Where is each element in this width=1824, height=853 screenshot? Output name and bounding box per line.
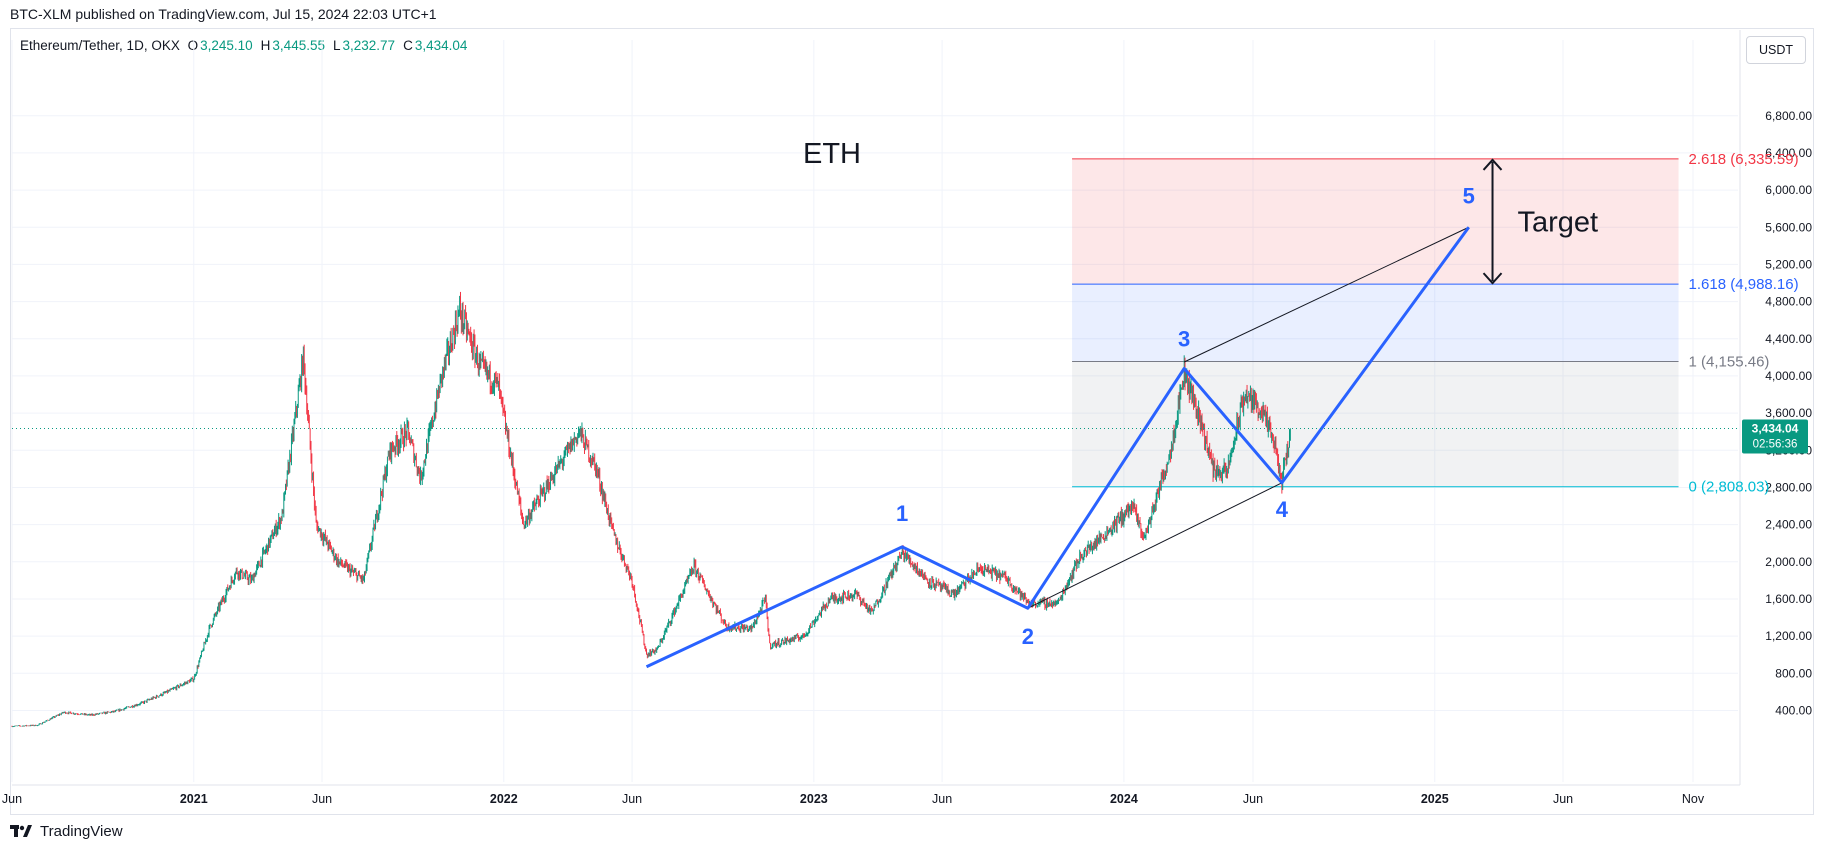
target-arrow-up-head: [1482, 158, 1503, 171]
price-tick-label: 4,000.00: [1765, 369, 1812, 383]
close-label: C: [403, 38, 413, 53]
price-tick-label: 3,600.00: [1765, 406, 1812, 420]
price-tick-label: 1,600.00: [1765, 592, 1812, 606]
low-value: 3,232.77: [342, 38, 396, 53]
currency-button[interactable]: USDT: [1746, 36, 1806, 64]
target-label: Target: [1518, 207, 1599, 239]
fib-level-label: 1 (4,155.46): [1689, 353, 1770, 370]
footer-brand[interactable]: TradingView: [10, 823, 123, 840]
high-value: 3,445.55: [272, 38, 325, 53]
price-tick-label: 6,000.00: [1765, 183, 1812, 197]
last-price-badge: [1742, 419, 1808, 454]
elliott-wave-line: [645, 226, 1470, 669]
time-tick-label: Jun: [2, 792, 22, 806]
fib-level-label: 2.618 (6,335.59): [1689, 151, 1799, 168]
price-tick-label: 6,400.00: [1765, 146, 1812, 160]
channel-line: [1027, 482, 1283, 609]
channel-line: [1183, 226, 1469, 363]
fib-level-label: 1.618 (4,988.16): [1689, 276, 1799, 293]
time-tick-label: 2022: [490, 792, 518, 806]
time-tick-label: Jun: [622, 792, 642, 806]
open-value: 3,245.10: [200, 38, 253, 53]
tradingview-logo-icon: [10, 824, 34, 840]
footer-brand-label: TradingView: [40, 823, 123, 840]
price-tick-label: 2,000.00: [1765, 555, 1812, 569]
target-arrow-down-head: [1482, 272, 1503, 285]
time-tick-label: Jun: [1553, 792, 1573, 806]
bar-countdown: 02:56:36: [1753, 439, 1798, 451]
close-value: 3,434.04: [414, 38, 468, 53]
last-price-value: 3,434.04: [1752, 422, 1799, 436]
price-tick-label: 2,400.00: [1765, 518, 1812, 532]
wave-label: 1: [896, 501, 908, 526]
chart-title: ETH: [803, 138, 861, 170]
price-tick-label: 5,600.00: [1765, 220, 1812, 234]
wave-label: 3: [1178, 326, 1190, 351]
time-tick-label: 2025: [1421, 792, 1449, 806]
wave-label: 2: [1022, 624, 1034, 649]
symbol-legend: Ethereum/Tether, 1D, OKX O 3,245.10 H 3,44…: [20, 38, 473, 53]
price-tick-label: 4,800.00: [1765, 295, 1812, 309]
symbol-name[interactable]: Ethereum/Tether, 1D, OKX: [20, 38, 180, 53]
fib-level-label: 0 (2,808.03): [1689, 479, 1770, 496]
price-tick-label: 800.00: [1775, 666, 1812, 680]
open-label: O: [187, 38, 199, 53]
price-tick-label: 1,200.00: [1765, 629, 1812, 643]
fib-zone-1-0: [1072, 361, 1679, 487]
time-tick-label: Jun: [1243, 792, 1263, 806]
price-tick-label: 400.00: [1775, 703, 1812, 717]
fib-zone-2.618-1.618: [1072, 158, 1679, 285]
published-header: BTC-XLM published on TradingView.com, Ju…: [10, 6, 437, 22]
wave-label: 4: [1276, 497, 1289, 522]
high-label: H: [260, 38, 271, 53]
time-tick-label: Nov: [1682, 792, 1705, 806]
time-tick-label: Jun: [932, 792, 952, 806]
price-tick-label: 2,800.00: [1765, 480, 1812, 494]
low-label: L: [332, 38, 341, 53]
time-tick-label: 2024: [1110, 792, 1138, 806]
fib-zone-1.618-1: [1072, 284, 1679, 362]
price-tick-label: 4,400.00: [1765, 332, 1812, 346]
price-tick-label: 6,800.00: [1765, 109, 1812, 123]
time-tick-label: 2023: [800, 792, 828, 806]
wave-label: 5: [1463, 183, 1475, 208]
time-tick-label: Jun: [312, 792, 332, 806]
time-tick-label: 2021: [180, 792, 208, 806]
chart-frame: [10, 28, 1814, 815]
price-tick-label: 5,200.00: [1765, 257, 1812, 271]
